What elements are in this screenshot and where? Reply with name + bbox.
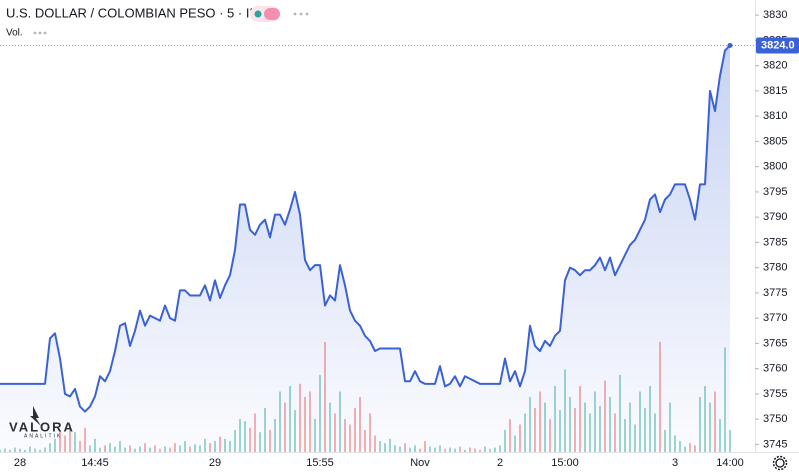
- y-tick-label: 3815: [763, 85, 787, 97]
- plot-layer: [0, 42, 755, 452]
- x-tick-label: 28: [14, 457, 26, 469]
- menu-dot: [293, 12, 297, 16]
- y-tick-label: 3800: [763, 161, 787, 173]
- last-price-tag: [756, 37, 799, 54]
- y-tick-label: 3745: [763, 438, 787, 450]
- y-tick-label: 3805: [763, 135, 787, 147]
- gear-teeth[interactable]: [772, 455, 788, 471]
- price-line: [0, 44, 731, 413]
- menu-dot: [38, 31, 42, 35]
- y-tick-label: 3770: [763, 312, 787, 324]
- x-tick-label: 29: [209, 457, 221, 469]
- axis-layer: 3745 3750 3755 3760 3765 3770 3775 3780 3785 3790…: [14, 9, 799, 469]
- y-tick-label: 3790: [763, 211, 787, 223]
- chart-title: U.S. DOLLAR / COLOMBIAN PESO · 5 · IDC: [6, 5, 268, 20]
- watermark: VALORA ANALITIK: [9, 406, 75, 439]
- last-price-label: 3824.0: [761, 39, 795, 51]
- status-badges: [250, 6, 309, 22]
- x-tick-label: 15:00: [551, 457, 579, 469]
- x-tick-label: 3: [672, 457, 678, 469]
- badge: [264, 8, 280, 20]
- watermark-logo: [30, 406, 41, 426]
- watermark-text: VALORA: [9, 419, 75, 434]
- x-tick-label: 2: [497, 457, 503, 469]
- watermark-subtext: ANALITIK: [24, 433, 62, 439]
- menu-dot: [33, 31, 37, 35]
- y-tick-label: 3785: [763, 236, 787, 248]
- x-tick-label: 15:55: [306, 457, 334, 469]
- y-tick-label: 3755: [763, 388, 787, 400]
- y-tick-label: 3775: [763, 287, 787, 299]
- menu-dot: [299, 12, 303, 16]
- last-point: [727, 42, 733, 48]
- volume-menu: [33, 31, 47, 35]
- y-tick-label: 3820: [763, 60, 787, 72]
- x-tick-label: 14:45: [81, 457, 109, 469]
- y-tick-label: 3750: [763, 413, 787, 425]
- area: [0, 45, 730, 452]
- badge-dot: [254, 10, 262, 18]
- y-tick-label: 3760: [763, 363, 787, 375]
- x-tick-label: Nov: [410, 457, 430, 469]
- y-tick-label: 3765: [763, 337, 787, 349]
- menu-dot: [305, 12, 309, 16]
- y-tick-label: 3780: [763, 262, 787, 274]
- y-tick-label: 3810: [763, 110, 787, 122]
- y-tick-label: 3795: [763, 186, 787, 198]
- x-tick-label: 14:00: [716, 457, 744, 469]
- gear[interactable]: [775, 458, 785, 468]
- volume-label: Vol.: [6, 28, 23, 39]
- y-tick-label: 3830: [763, 9, 787, 21]
- settings-icon[interactable]: [772, 455, 788, 471]
- menu-dot: [43, 31, 47, 35]
